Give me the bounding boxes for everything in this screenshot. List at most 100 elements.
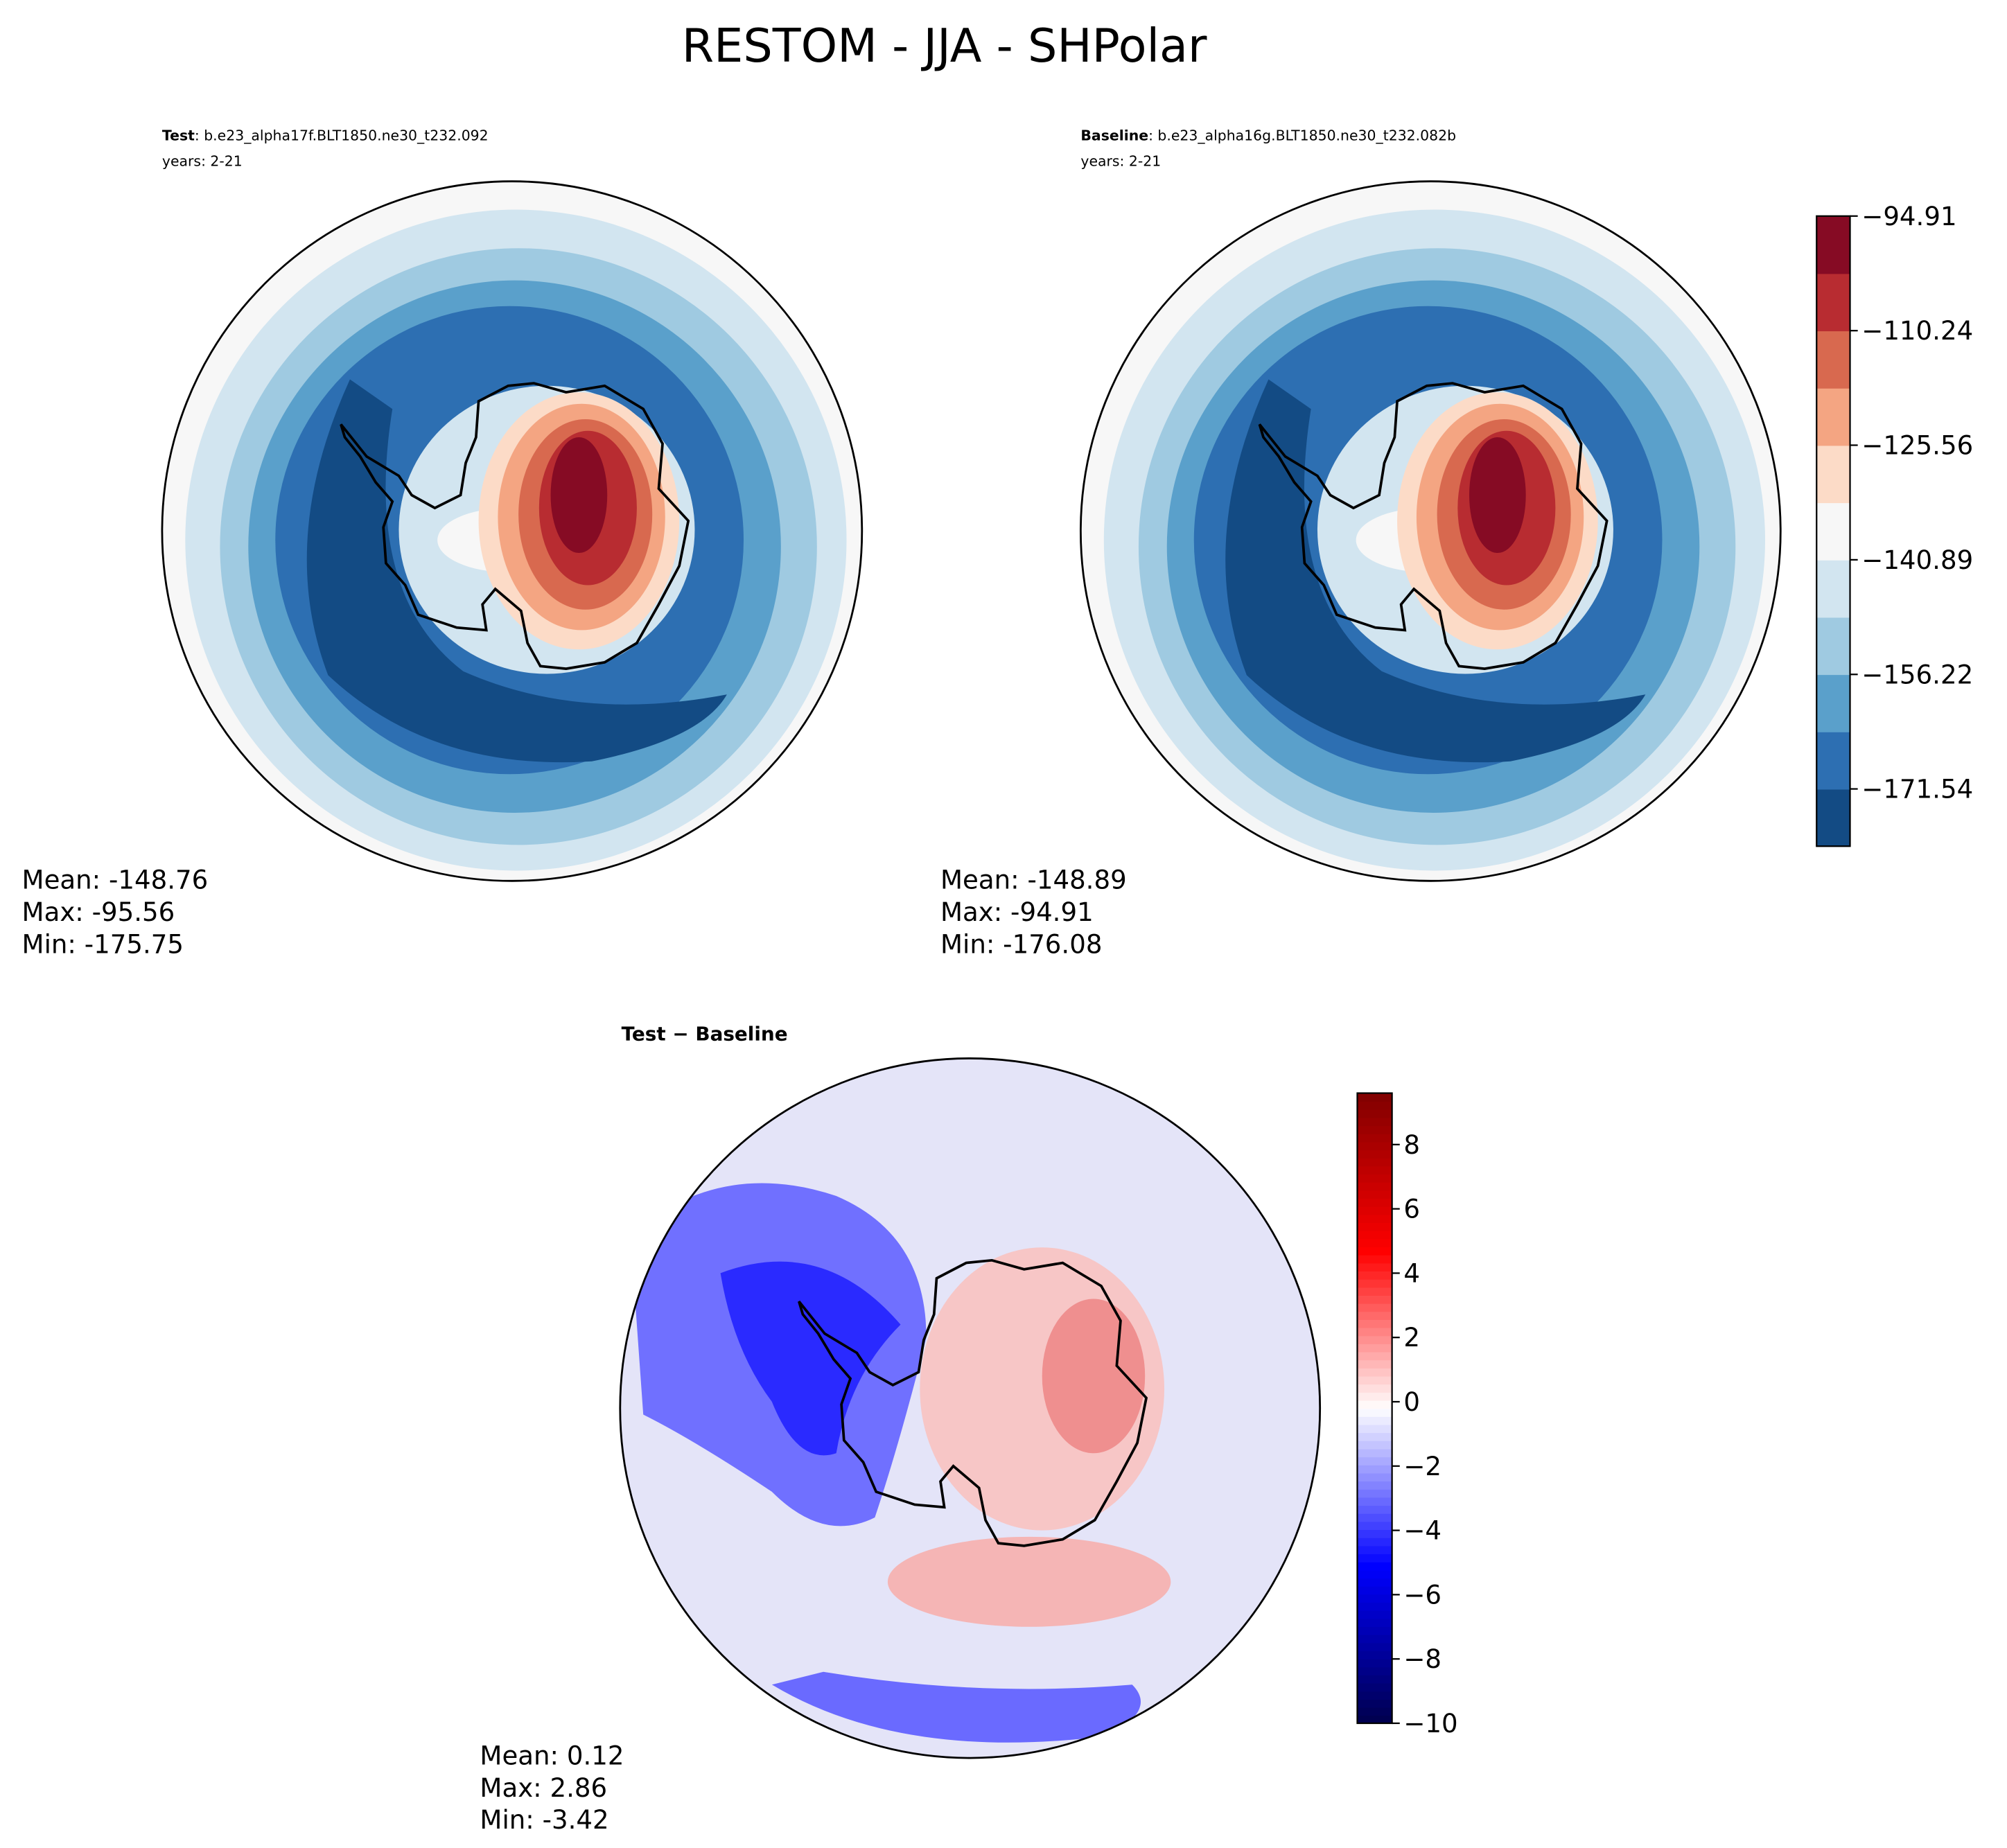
colorbar-band xyxy=(1357,1303,1392,1312)
colorbar-band xyxy=(1816,789,1850,847)
colorbar-tick-label: −6 xyxy=(1403,1580,1441,1610)
colorbar-band xyxy=(1357,1327,1392,1337)
colorbar-tick-label: −2 xyxy=(1403,1452,1441,1481)
colorbar-band xyxy=(1357,1457,1392,1466)
panel-title: Test: b.e23_alpha17f.BLT1850.ne30_t232.0… xyxy=(162,127,489,143)
colorbar-band xyxy=(1357,1181,1392,1191)
colorbar-tick-label: −8 xyxy=(1403,1644,1441,1674)
colorbar-band xyxy=(1357,1497,1392,1506)
colorbar-band xyxy=(1357,1157,1392,1167)
polar-map xyxy=(162,182,862,881)
colorbar-band xyxy=(1357,1174,1392,1183)
colorbar-band xyxy=(1357,1472,1392,1482)
stat: Mean: -148.76 xyxy=(22,865,209,895)
colorbar-band xyxy=(1357,1238,1392,1248)
polar-map xyxy=(619,1057,1322,1759)
colorbar-band xyxy=(1357,1691,1392,1700)
colorbar-tick-label: 6 xyxy=(1403,1195,1420,1224)
panel-title: Test − Baseline xyxy=(622,1022,788,1045)
colorbar-band xyxy=(1357,1626,1392,1635)
colorbar-tick-label: 2 xyxy=(1403,1323,1420,1353)
colorbar-band xyxy=(1357,1230,1392,1240)
figure-title: RESTOM - JJA - SHPolar xyxy=(682,19,1207,73)
colorbar-band xyxy=(1816,273,1850,332)
colorbar-band xyxy=(1357,1093,1392,1102)
colorbar-band xyxy=(1357,1391,1392,1401)
colorbar-band xyxy=(1816,387,1850,446)
colorbar-band xyxy=(1357,1367,1392,1377)
colorbar-band xyxy=(1357,1569,1392,1579)
colorbar-band xyxy=(1357,1440,1392,1450)
colorbar-band xyxy=(1357,1359,1392,1369)
colorbar-tick-label: −94.91 xyxy=(1861,202,1956,231)
colorbar-band xyxy=(1357,1594,1392,1603)
colorbar-band xyxy=(1357,1707,1392,1716)
stat: Max: -94.91 xyxy=(940,897,1094,927)
colorbar-band xyxy=(1357,1206,1392,1215)
colorbar-band xyxy=(1357,1554,1392,1563)
colorbar-frame xyxy=(1816,215,1851,847)
colorbar-band xyxy=(1357,1311,1392,1320)
colorbar-band xyxy=(1357,1109,1392,1118)
colorbar-band xyxy=(1357,1416,1392,1425)
colorbar-band xyxy=(1357,1432,1392,1441)
colorbar-tick-label: −10 xyxy=(1403,1709,1457,1739)
colorbar-tick-label: −140.89 xyxy=(1861,545,1973,575)
colorbar-band xyxy=(1357,1513,1392,1522)
colorbar-band xyxy=(1357,1287,1392,1296)
colorbar-band xyxy=(1357,1343,1392,1353)
colorbar-band xyxy=(1357,1682,1392,1692)
colorbar-band xyxy=(1357,1602,1392,1611)
colorbar-band xyxy=(1816,215,1850,274)
colorbar-band xyxy=(1357,1675,1392,1684)
colorbar-band xyxy=(1816,674,1850,732)
stat: Mean: -148.89 xyxy=(940,865,1127,895)
colorbar-band xyxy=(1357,1101,1392,1110)
panel-label: Baseline xyxy=(1080,127,1148,143)
colorbar-band xyxy=(1357,1521,1392,1531)
colorbar-band xyxy=(1357,1578,1392,1587)
colorbar-band xyxy=(1357,1254,1392,1264)
stat: Max: 2.86 xyxy=(480,1773,607,1803)
colorbar-band xyxy=(1357,1117,1392,1127)
panel-label: Test xyxy=(162,127,195,143)
colorbar-band xyxy=(1357,1375,1392,1385)
colorbar-band xyxy=(1357,1529,1392,1538)
colorbar-band xyxy=(1357,1488,1392,1498)
stat: Mean: 0.12 xyxy=(480,1741,624,1770)
colorbar-tick-label: 8 xyxy=(1403,1130,1420,1160)
colorbar-band xyxy=(1357,1464,1392,1474)
stat: Min: -176.08 xyxy=(940,929,1102,959)
colorbar-band xyxy=(1357,1165,1392,1175)
colorbar-tick-label: −156.22 xyxy=(1861,660,1973,689)
colorbar-band xyxy=(1357,1651,1392,1660)
map-contours xyxy=(630,1183,1171,1743)
colorbar-tick-label: −4 xyxy=(1403,1516,1441,1546)
colorbar-band xyxy=(1357,1190,1392,1199)
colorbar-band xyxy=(1357,1247,1392,1256)
polar-map xyxy=(1080,182,1780,881)
colorbar-band xyxy=(1357,1610,1392,1619)
contour xyxy=(771,1671,1141,1743)
colorbar-band xyxy=(1357,1400,1392,1409)
colorbar-band xyxy=(1357,1666,1392,1675)
colorbar-tick-label: −171.54 xyxy=(1861,775,1973,804)
colorbar-band xyxy=(1357,1505,1392,1514)
contour xyxy=(887,1536,1171,1627)
colorbar-band xyxy=(1357,1585,1392,1595)
colorbar-band xyxy=(1357,1715,1392,1724)
colorbar-band xyxy=(1357,1618,1392,1627)
colorbar-band xyxy=(1357,1125,1392,1134)
panel-title: Baseline: b.e23_alpha16g.BLT1850.ne30_t2… xyxy=(1080,127,1456,143)
colorbar-band xyxy=(1357,1537,1392,1547)
colorbar-tick-label: 4 xyxy=(1403,1258,1420,1288)
colorbar-tick-label: −110.24 xyxy=(1861,316,1973,346)
colorbar-band xyxy=(1816,731,1850,790)
colorbar-band xyxy=(1357,1481,1392,1490)
colorbar-band xyxy=(1357,1351,1392,1361)
colorbar-band xyxy=(1357,1335,1392,1344)
panel-case: : b.e23_alpha17f.BLT1850.ne30_t232.092 xyxy=(195,127,489,143)
colorbar-band xyxy=(1357,1133,1392,1143)
colorbar-band xyxy=(1357,1278,1392,1288)
colorbar-band xyxy=(1816,445,1850,504)
